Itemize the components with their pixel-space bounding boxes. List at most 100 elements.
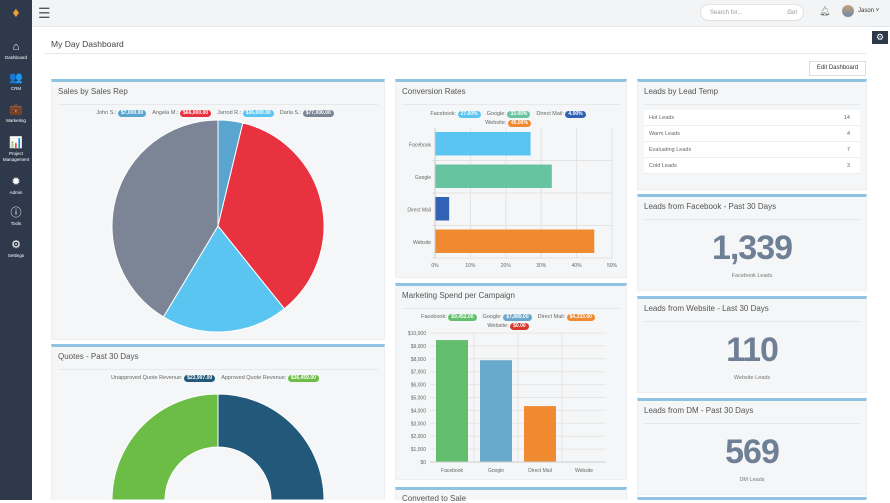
panel-title: Leads by Lead Temp xyxy=(644,87,719,96)
stat-panel-facebook: Leads from Facebook - Past 30 Days 1,339… xyxy=(637,194,867,291)
y-tick-label: $10,000 xyxy=(408,331,426,337)
legend: John S.: $7,000.00 Angela M.: $66,000.00 J… xyxy=(52,109,384,118)
y-tick-label: $1,000 xyxy=(411,447,427,453)
y-tick-label: $6,000 xyxy=(411,383,427,389)
edit-dashboard-button[interactable]: Edit Dashboard xyxy=(809,61,866,76)
stat-value: 110 xyxy=(726,331,779,369)
legend-item: Website: 45.00% xyxy=(485,120,537,127)
legend-item: Facebook: $9,452.00 xyxy=(421,314,482,321)
hamburger-menu-icon[interactable]: ☰ xyxy=(38,5,51,21)
panel-title: Leads from Website - Last 30 Days xyxy=(644,304,769,313)
legend-label: Facebook xyxy=(430,111,455,117)
legend-item: Website: $0.00 xyxy=(487,323,534,330)
sidebar-item-tools[interactable]: ⓘ Tools xyxy=(0,207,32,227)
y-category-label: Facebook xyxy=(409,142,431,148)
legend-value-badge: $66,000.00 xyxy=(180,110,212,117)
x-tick-label: 20% xyxy=(501,263,512,269)
x-tick-label: 0% xyxy=(431,263,439,269)
row-label: Warm Leads xyxy=(649,131,680,137)
legend-label: Website xyxy=(487,323,508,329)
bar-facebook[interactable] xyxy=(435,132,531,156)
divider xyxy=(44,53,866,54)
pie-slice-angela-m-[interactable] xyxy=(217,122,325,310)
user-menu[interactable]: Jason ˅ xyxy=(858,8,880,14)
legend-item: Darla S.: $77,000.00 xyxy=(279,110,340,117)
row-value: 3 xyxy=(846,163,850,169)
bar-direct-mail[interactable] xyxy=(524,406,556,462)
legend-value-badge: $36,459.00 xyxy=(287,375,319,382)
list-item: Cold Leads 3 xyxy=(644,158,860,174)
home-icon: ⌂ xyxy=(12,41,20,53)
legend-value-badge: $7,000.00 xyxy=(117,110,147,117)
legend-value-badge: $77,000.00 xyxy=(302,110,334,117)
sidebar-item-crm[interactable]: 👥 CRM xyxy=(0,72,32,92)
y-category-label: Google xyxy=(415,175,431,181)
legend-value-badge: $23,997.00 xyxy=(184,375,216,382)
legend-label: Google xyxy=(486,111,505,117)
sidebar-item-settings[interactable]: ⚙ Settings xyxy=(0,239,32,259)
stat-label: DM Leads xyxy=(739,477,765,483)
panel-title: Leads from Facebook - Past 30 Days xyxy=(644,202,777,211)
pie-slice-approved-quote-revenue[interactable] xyxy=(111,393,219,500)
sidebar-item-label: CRM xyxy=(10,86,22,91)
legend: Facebook: 27.00% Google: 33.00% Direct Mai… xyxy=(416,110,606,128)
settings-toggle-icon[interactable]: ⚙ xyxy=(872,31,888,44)
legend-value-badge: $9,452.00 xyxy=(448,314,477,321)
legend-value-badge: 33.00% xyxy=(507,111,531,118)
y-category-label: Direct Mail xyxy=(407,207,431,213)
go-button[interactable]: Go! xyxy=(787,10,797,16)
bar-direct-mail[interactable] xyxy=(435,197,450,221)
panel-title: Conversion Rates xyxy=(402,87,466,96)
search-input[interactable]: Search for... Go! xyxy=(700,4,804,21)
legend-value-badge: $4,333.00 xyxy=(566,314,595,321)
y-tick-label: $0 xyxy=(420,460,426,466)
sidebar-item-marketing[interactable]: 💼 Marketing xyxy=(0,104,32,124)
x-category-label: Website xyxy=(575,468,593,474)
leads-temp-panel: Leads by Lead Temp Hot Leads 14 Warm Lead… xyxy=(637,79,867,190)
briefcase-icon: 💼 xyxy=(9,104,23,116)
panel-title: Quotes - Past 30 Days xyxy=(58,352,139,361)
bell-icon[interactable]: 🔔︎ xyxy=(819,6,831,16)
legend-label: Google xyxy=(482,314,501,320)
legend-label: Darla S. xyxy=(279,110,300,116)
stat-panel-website: Leads from Website - Last 30 Days 110 We… xyxy=(637,296,867,393)
pie-slice-jarrod-r-[interactable] xyxy=(162,225,285,333)
legend-item: Facebook: 27.00% xyxy=(430,111,486,118)
bar-facebook[interactable] xyxy=(436,340,468,462)
legend-value-badge: 4.00% xyxy=(565,111,586,118)
y-tick-label: $3,000 xyxy=(411,421,427,427)
search-placeholder: Search for... xyxy=(710,10,743,16)
bar-google[interactable] xyxy=(480,360,512,462)
y-tick-label: $2,000 xyxy=(411,434,427,440)
sidebar-item-admin[interactable]: ✹ Admin xyxy=(0,176,32,196)
stat-value: 569 xyxy=(725,433,780,471)
sidebar-item-dashboard[interactable]: ⌂ Dashboard xyxy=(0,41,32,61)
page-title: My Day Dashboard xyxy=(51,39,124,49)
x-category-label: Facebook xyxy=(441,468,463,474)
avatar[interactable] xyxy=(842,5,854,17)
legend-label: Jarrod R. xyxy=(217,110,240,116)
sidebar-item-label: Settings xyxy=(7,253,25,258)
row-label: Evaluating Leads xyxy=(649,147,692,153)
x-category-label: Google xyxy=(488,468,504,474)
pie-slice-darla-s-[interactable] xyxy=(111,119,219,318)
y-tick-label: $7,000 xyxy=(411,370,427,376)
sidebar-item-label: Project Management xyxy=(2,151,30,162)
stat-panel-dm: Leads from DM - Past 30 Days 569 DM Lead… xyxy=(637,398,867,495)
y-tick-label: $4,000 xyxy=(411,408,427,414)
bar-google[interactable] xyxy=(435,164,552,189)
panel-title: Marketing Spend per Campaign xyxy=(402,291,515,300)
bar-website[interactable] xyxy=(435,229,595,254)
row-label: Cold Leads xyxy=(649,163,677,169)
stat-value: 1,339 xyxy=(711,229,793,267)
sidebar-item-project-management[interactable]: 📊 Project Management xyxy=(0,137,32,163)
sidebar-item-label: Marketing xyxy=(6,118,26,123)
panel-title: Leads from DM - Past 30 Days xyxy=(644,406,754,415)
pie-slice-unapproved-quote-revenue[interactable] xyxy=(217,393,325,500)
list-item: Hot Leads 14 xyxy=(644,110,860,126)
legend-item: Angela M.: $66,000.00 xyxy=(152,110,217,117)
y-tick-label: $8,000 xyxy=(411,357,427,363)
legend-label: Website xyxy=(485,120,505,126)
sidebar: ♦ ⌂ Dashboard 👥 CRM 💼 Marketing 📊 Project Manag… xyxy=(0,0,32,500)
